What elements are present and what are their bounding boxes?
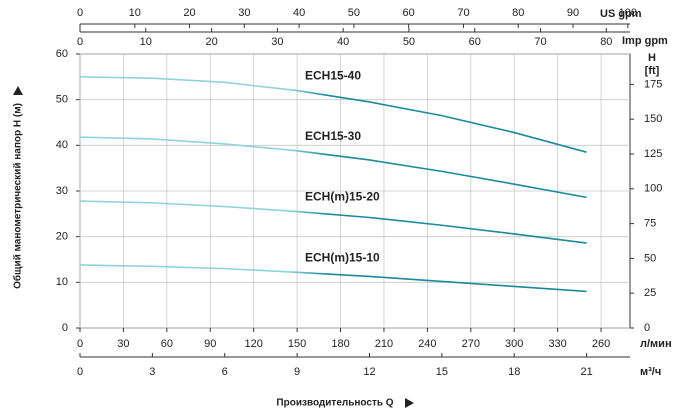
y-tick-label: 40: [56, 139, 68, 151]
curve: [79, 264, 587, 293]
x2-tick-label: 18: [508, 366, 520, 378]
x-tick-label: 180: [331, 338, 349, 350]
x_top-tick-label: 100: [619, 7, 637, 19]
x_top2-tick-label: 0: [77, 36, 83, 48]
x-tick-label: 300: [505, 338, 523, 350]
y2-tick-label: 0: [644, 322, 650, 334]
curve-label: ECH(m)15-10: [305, 250, 380, 264]
x-tick-label: 120: [245, 338, 263, 350]
y2-axis-label: H: [648, 52, 656, 64]
x_top-tick-label: 60: [403, 7, 415, 19]
x-axis-label: л/мин: [640, 338, 672, 350]
y-tick-label: 10: [56, 276, 68, 288]
x_top-tick-label: 40: [293, 7, 305, 19]
x2-tick-label: 12: [363, 366, 375, 378]
curve-label: ECH15-40: [305, 69, 361, 83]
x2-axis-label: м³/ч: [640, 366, 661, 378]
x_top-tick-label: 70: [457, 7, 469, 19]
x2-tick-label: 21: [580, 366, 592, 378]
curve: [79, 136, 587, 199]
y-title: Общий манометрический напор H (м): [12, 103, 24, 289]
y2-tick-label: 175: [644, 78, 662, 90]
y-title-arrow: [13, 86, 23, 95]
x-tick-label: 240: [418, 338, 436, 350]
x-tick-label: 260: [592, 338, 610, 350]
x_top2-tick-label: 80: [600, 36, 612, 48]
x_top-tick-label: 90: [567, 7, 579, 19]
x_top-tick-label: 30: [238, 7, 250, 19]
x-title-arrow: [405, 398, 414, 408]
x_top-tick-label: 80: [512, 7, 524, 19]
x-title: Производительность Q: [276, 398, 393, 409]
x_top2-tick-label: 40: [337, 36, 349, 48]
y-tick-label: 50: [56, 94, 68, 106]
y2-tick-label: 25: [644, 287, 656, 299]
y2-tick-label: 100: [644, 183, 662, 195]
y2-tick-label: 150: [644, 113, 662, 125]
x_top-tick-label: 0: [77, 7, 83, 19]
curve-label: ECH(m)15-20: [305, 190, 380, 204]
x_top2-tick-label: 10: [140, 36, 152, 48]
top-axis-label: US gpm: [600, 8, 642, 20]
x2-tick-label: 6: [222, 366, 228, 378]
y2-tick-label: 125: [644, 148, 662, 160]
x-tick-label: 330: [548, 338, 566, 350]
x-tick-label: 150: [288, 338, 306, 350]
y2-axis-unit: [ft]: [645, 65, 660, 77]
x2-tick-label: 15: [436, 366, 448, 378]
y2-tick-label: 75: [644, 218, 656, 230]
x-tick-label: 0: [77, 338, 83, 350]
y-tick-label: 20: [56, 231, 68, 243]
x_top2-tick-label: 50: [403, 36, 415, 48]
x_top-tick-label: 20: [183, 7, 195, 19]
y2-tick-label: 50: [644, 252, 656, 264]
x-tick-label: 60: [161, 338, 173, 350]
y-tick-label: 30: [56, 185, 68, 197]
x-tick-label: 90: [204, 338, 216, 350]
curve: [79, 200, 587, 244]
x2-tick-label: 9: [294, 366, 300, 378]
x2-tick-label: 0: [77, 366, 83, 378]
x_top2-tick-label: 30: [271, 36, 283, 48]
x-tick-label: 270: [462, 338, 480, 350]
y-tick-label: 0: [62, 322, 68, 334]
x_top-tick-label: 10: [129, 7, 141, 19]
x_top2-tick-label: 70: [534, 36, 546, 48]
curve-label: ECH15-30: [305, 129, 361, 143]
x-tick-label: 30: [117, 338, 129, 350]
y-tick-label: 60: [56, 48, 68, 60]
curve: [79, 76, 587, 153]
top2-axis-label: Imp gpm: [622, 35, 668, 47]
x_top-tick-label: 50: [348, 7, 360, 19]
x2-tick-label: 3: [149, 366, 155, 378]
x-tick-label: 210: [375, 338, 393, 350]
x_top2-tick-label: 60: [469, 36, 481, 48]
x_top2-tick-label: 20: [205, 36, 217, 48]
